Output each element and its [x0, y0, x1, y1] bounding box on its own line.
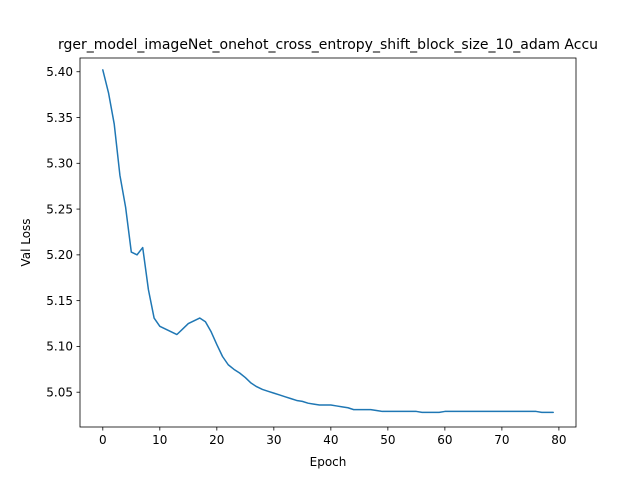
x-tick-label: 60: [437, 433, 452, 447]
y-tick-label: 5.10: [46, 340, 73, 354]
y-tick-label: 5.30: [46, 157, 73, 171]
y-tick-label: 5.05: [46, 386, 73, 400]
x-tick-label: 40: [323, 433, 338, 447]
y-axis: 5.05 5.10 5.15 5.20 5.25 5.30 5.35 5.40: [46, 65, 80, 400]
series-line: [102, 69, 554, 414]
series-layer: [102, 69, 554, 414]
plot-frame: [79, 57, 577, 428]
chart-title: rger_model_imageNet_onehot_cross_entropy…: [58, 37, 598, 53]
y-axis-label: Val Loss: [19, 218, 33, 266]
x-tick-label: 0: [99, 433, 107, 447]
plot-area: [80, 58, 576, 427]
x-tick-label: 30: [266, 433, 281, 447]
x-tick-label: 50: [380, 433, 395, 447]
x-axis: 0 10 20 30 40 50 60 70 80: [99, 427, 567, 447]
x-tick-label: 20: [209, 433, 224, 447]
x-tick-label: 80: [551, 433, 566, 447]
x-axis-label: Epoch: [310, 455, 347, 469]
y-tick-label: 5.20: [46, 248, 73, 262]
y-tick-label: 5.40: [46, 65, 73, 79]
x-tick-label: 10: [152, 433, 167, 447]
y-tick-label: 5.15: [46, 294, 73, 308]
x-tick-label: 70: [494, 433, 509, 447]
y-tick-label: 5.25: [46, 202, 73, 216]
y-tick-label: 5.35: [46, 111, 73, 125]
